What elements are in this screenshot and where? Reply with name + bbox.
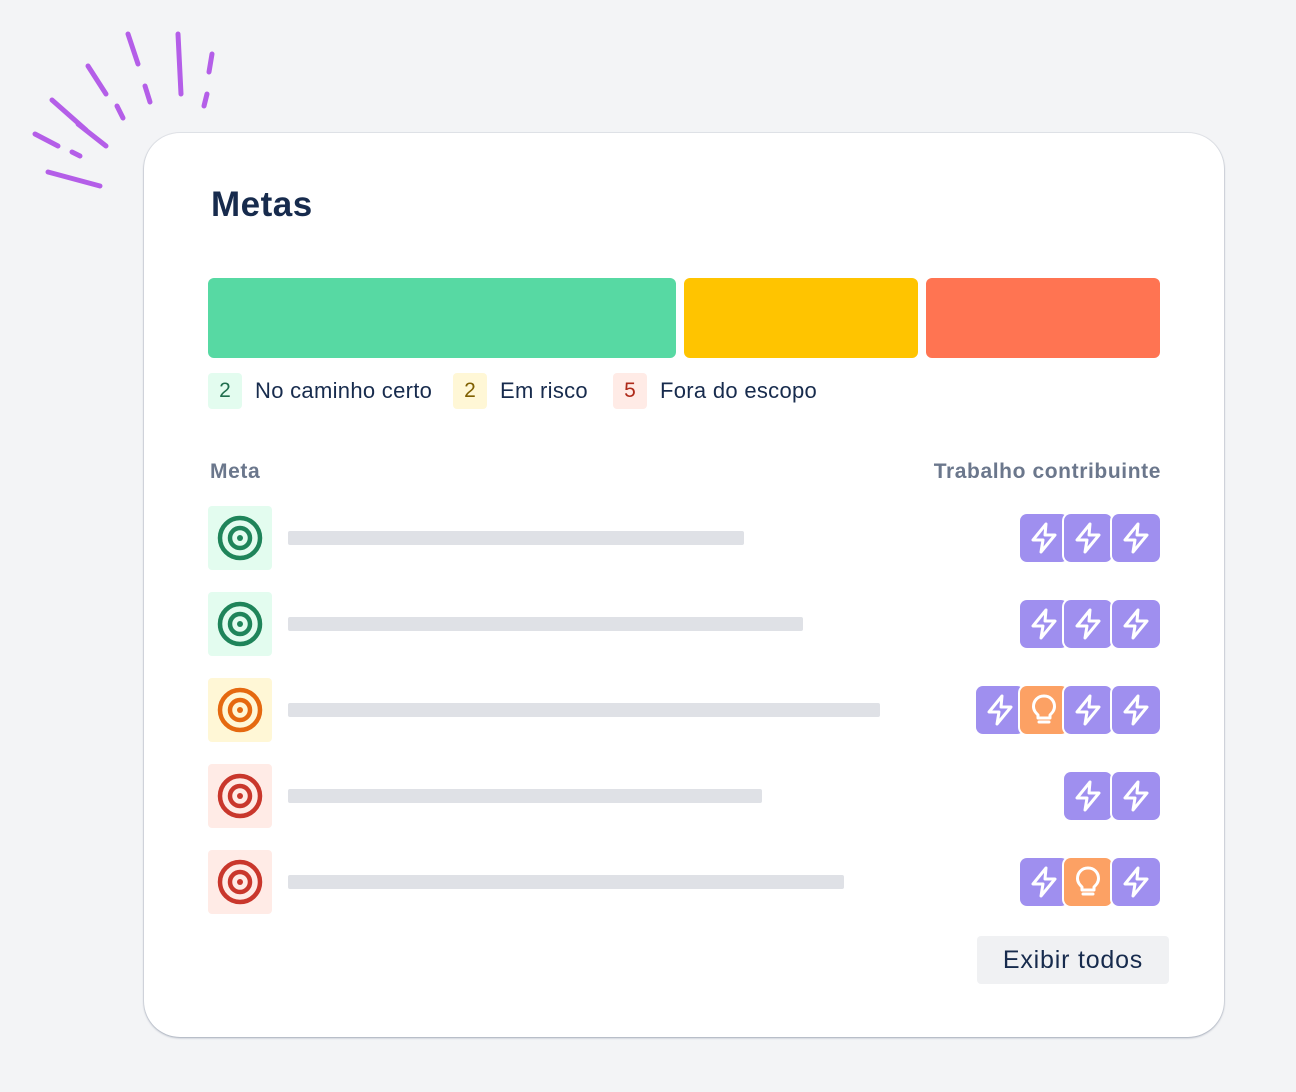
- target-icon: [208, 850, 272, 914]
- lightning-icon[interactable]: [1112, 686, 1160, 734]
- lightning-icon[interactable]: [1064, 600, 1112, 648]
- sparkle-decoration: [32, 31, 215, 189]
- legend-label: No caminho certo: [255, 378, 433, 403]
- legend-item-at-risk[interactable]: 2 Em risco: [453, 373, 588, 409]
- status-bar-segment-on-track[interactable]: [208, 278, 676, 358]
- status-legend: 2 No caminho certo 2 Em risco 5 Fora do escop…: [208, 373, 1160, 409]
- lightning-icon[interactable]: [1112, 514, 1160, 562]
- lightning-icon[interactable]: [1064, 514, 1112, 562]
- legend-label: Fora do escopo: [660, 378, 818, 403]
- goal-name-placeholder: [288, 875, 844, 889]
- lightbulb-icon[interactable]: [1020, 686, 1068, 734]
- goal-row[interactable]: [208, 678, 1160, 742]
- lightbulb-icon[interactable]: [1064, 858, 1112, 906]
- goal-name-placeholder: [288, 531, 744, 545]
- goal-name-placeholder: [288, 617, 803, 631]
- goals-card: Metas 2 No caminho certo 2 Em risco 5 Fora do…: [144, 133, 1224, 1037]
- status-bar-segment-at-risk[interactable]: [684, 278, 918, 358]
- status-bar: [208, 278, 1160, 358]
- contributing-work-stack[interactable]: [1064, 772, 1160, 820]
- lightning-icon[interactable]: [1064, 686, 1112, 734]
- column-header-goal: Meta: [210, 460, 261, 483]
- lightning-icon[interactable]: [1064, 772, 1112, 820]
- legend-item-off-track[interactable]: 5 Fora do escopo: [613, 373, 817, 409]
- contributing-work-stack[interactable]: [1020, 858, 1160, 906]
- goal-row[interactable]: [208, 592, 1160, 656]
- goal-row[interactable]: [208, 850, 1160, 914]
- contributing-work-stack[interactable]: [1020, 514, 1160, 562]
- status-bar-segment-off-track[interactable]: [926, 278, 1160, 358]
- view-all-button[interactable]: Exibir todos: [977, 936, 1169, 984]
- lightning-icon[interactable]: [1112, 600, 1160, 648]
- target-icon: [208, 592, 272, 656]
- legend-count: 2: [453, 373, 487, 409]
- goal-name-placeholder: [288, 703, 880, 717]
- legend-count: 2: [208, 373, 242, 409]
- lightning-icon[interactable]: [1112, 858, 1160, 906]
- lightning-icon[interactable]: [1020, 514, 1068, 562]
- lightning-icon[interactable]: [1020, 600, 1068, 648]
- goal-row[interactable]: [208, 506, 1160, 570]
- legend-count: 5: [613, 373, 647, 409]
- legend-label: Em risco: [500, 378, 588, 403]
- target-icon: [208, 506, 272, 570]
- goal-name-placeholder: [288, 789, 762, 803]
- contributing-work-stack[interactable]: [1020, 600, 1160, 648]
- legend-item-on-track[interactable]: 2 No caminho certo: [208, 373, 432, 409]
- target-icon: [208, 678, 272, 742]
- contributing-work-stack[interactable]: [976, 686, 1160, 734]
- lightning-icon[interactable]: [1112, 772, 1160, 820]
- lightning-icon[interactable]: [976, 686, 1024, 734]
- goal-row[interactable]: [208, 764, 1160, 828]
- lightning-icon[interactable]: [1020, 858, 1068, 906]
- card-title: Metas: [211, 185, 313, 224]
- target-icon: [208, 764, 272, 828]
- column-header-contributing-work: Trabalho contribuinte: [933, 460, 1161, 483]
